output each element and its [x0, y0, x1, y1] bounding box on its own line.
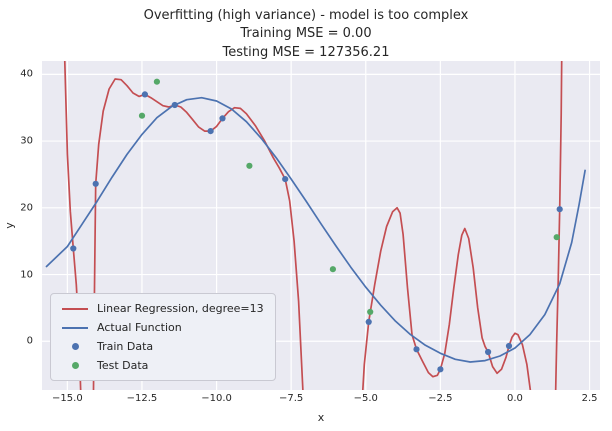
test-data-point: [153, 78, 160, 85]
x-tick-label: −2.5: [428, 393, 453, 404]
x-tick-label: −10.0: [201, 393, 232, 404]
plot-canvas: [42, 61, 600, 390]
regression-curve: [63, 61, 563, 390]
train-data-point: [505, 342, 513, 350]
train-data-point: [413, 346, 420, 353]
chart-title-line-3: Testing MSE = 127356.21: [222, 44, 390, 60]
x-tick-label: −15.0: [52, 393, 83, 404]
x-tick-label: −7.5: [279, 393, 304, 404]
train-data-point: [70, 245, 77, 252]
test-data-point: [138, 112, 146, 119]
y-tick-label: 10: [20, 269, 33, 281]
test-data-point: [246, 162, 253, 169]
x-tick-label: 0.0: [507, 393, 523, 404]
y-tick-label: 0: [26, 335, 33, 347]
chart-title-line-2: Training MSE = 0.00: [240, 26, 372, 42]
chart-title: Overfitting (high variance) - model is t…: [0, 7, 612, 62]
legend-item-regression: Linear Regression, degree=13: [62, 302, 264, 315]
plot-area: Linear Regression, degree=13 Actual Func…: [42, 61, 600, 390]
train-data-point: [141, 91, 148, 98]
legend: Linear Regression, degree=13 Actual Func…: [50, 293, 276, 381]
y-tick-label: 20: [20, 202, 33, 214]
train-data-point: [171, 101, 178, 109]
legend-item-test-data: Test Data: [62, 359, 264, 372]
train-data-point: [485, 348, 492, 356]
train-data-point: [365, 318, 372, 325]
x-tick-label: −12.5: [126, 393, 158, 404]
train-data-point: [92, 180, 99, 187]
y-tick-label: 40: [20, 68, 33, 80]
test-data-point: [553, 234, 560, 241]
legend-test-data-dot-swatch: [62, 361, 88, 371]
train-data-point: [437, 366, 444, 373]
actual-function-curve: [45, 96, 586, 363]
y-axis-tick-labels: 0 10 20 30 40: [0, 61, 38, 390]
train-data-point: [556, 206, 563, 213]
test-data-point: [367, 308, 374, 315]
legend-train-data-dot-swatch: [62, 342, 88, 352]
y-axis-label: y: [2, 222, 16, 229]
legend-regression-line-swatch: [62, 304, 88, 314]
train-data-point: [219, 115, 226, 122]
legend-test-data-label: Test Data: [97, 359, 149, 372]
legend-item-actual-function: Actual Function: [62, 321, 264, 334]
chart-title-line-1: Overfitting (high variance) - model is t…: [143, 8, 469, 23]
x-tick-label: 2.5: [581, 393, 598, 404]
train-data-point: [282, 176, 289, 183]
test-data-point: [329, 266, 336, 273]
x-axis-label: x: [317, 411, 325, 424]
legend-actual-function-label: Actual Function: [97, 321, 182, 334]
x-axis-tick-labels: −15.0 −12.5 −10.0 −7.5 −5.0 −2.5 0.0 2.5: [0, 393, 612, 407]
x-tick-label: −5.0: [353, 393, 378, 404]
legend-regression-label: Linear Regression, degree=13: [97, 302, 264, 315]
legend-actual-function-line-swatch: [62, 323, 88, 333]
y-tick-label: 30: [20, 135, 33, 147]
legend-item-train-data: Train Data: [62, 340, 264, 353]
train-data-point: [207, 128, 214, 135]
legend-train-data-label: Train Data: [97, 340, 154, 353]
